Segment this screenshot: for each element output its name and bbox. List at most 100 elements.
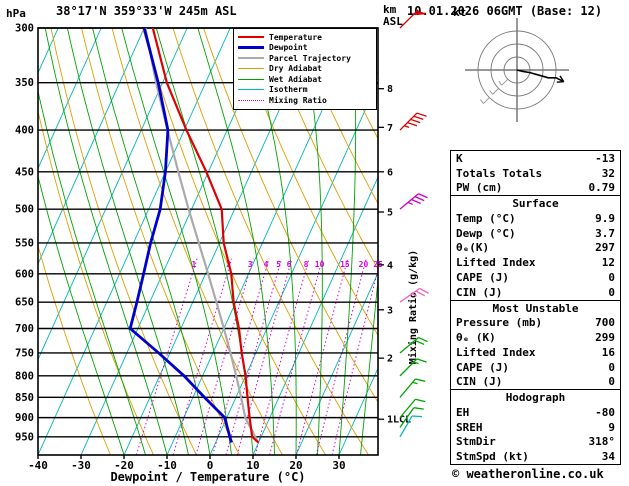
indices-table: K -13 Totals Totals 32 PW (cm) 0.79 Surface… <box>450 150 621 465</box>
temp-axis-labels: -40 -30 -20 -10 0 10 20 30 <box>28 455 346 472</box>
index-value: -13 <box>595 151 615 165</box>
legend: Temperature Dewpoint Parcel Trajectory D… <box>233 28 377 110</box>
svg-text:6: 6 <box>287 260 292 269</box>
legend-item-label: Mixing Ratio <box>269 95 327 105</box>
index-value: 16 <box>601 345 615 359</box>
table-row: CAPE (J) 0 <box>451 360 620 375</box>
svg-text:4: 4 <box>387 260 393 271</box>
table-row: CIN (J) 0 <box>451 374 620 389</box>
index-value: 9 <box>608 420 615 434</box>
legend-item: Isotherm <box>238 85 372 96</box>
index-label: StmDir <box>456 435 496 449</box>
table-row: Lifted Index 12 <box>451 255 620 270</box>
svg-text:850: 850 <box>15 392 34 404</box>
svg-text:8: 8 <box>304 260 309 269</box>
index-value: 0 <box>608 375 615 389</box>
section-header-most-unstable: Most Unstable <box>451 299 620 316</box>
mixing-ratio-labels: 1 2 3 4 5 6 8 10 15 20 25 <box>191 260 383 269</box>
index-value: 318° <box>588 435 616 449</box>
svg-text:5: 5 <box>276 260 281 269</box>
svg-text:3: 3 <box>387 305 393 316</box>
index-label: Lifted Index <box>456 256 536 270</box>
table-row: K -13 <box>451 151 620 166</box>
index-label: Pressure (mb) <box>456 316 543 330</box>
legend-line-sample <box>238 99 264 101</box>
svg-text:1: 1 <box>191 260 196 269</box>
legend-line-sample <box>238 36 264 39</box>
legend-item: Parcel Trajectory <box>238 53 372 64</box>
index-label: K <box>456 151 463 165</box>
legend-item: Mixing Ratio <box>238 95 372 106</box>
table-row: Totals Totals 32 <box>451 166 620 181</box>
svg-text:600: 600 <box>15 268 34 280</box>
table-row: StmDir 318° <box>451 435 620 450</box>
svg-text:10: 10 <box>246 459 259 472</box>
svg-text:5: 5 <box>387 207 393 218</box>
svg-text:-20: -20 <box>114 459 134 472</box>
index-label: SREH <box>456 420 483 434</box>
index-value: 3.7 <box>595 226 615 240</box>
index-label: Lifted Index <box>456 345 536 359</box>
svg-text:7: 7 <box>387 123 393 134</box>
svg-text:550: 550 <box>15 237 34 249</box>
index-label: StmSpd (kt) <box>456 450 529 464</box>
index-label: Temp (°C) <box>456 211 516 225</box>
legend-item: Dry Adiabat <box>238 64 372 75</box>
index-label: θₑ(K) <box>456 241 490 255</box>
index-value: 297 <box>595 241 615 255</box>
pressure-unit-label: hPa <box>6 7 26 20</box>
index-value: 0 <box>608 360 615 374</box>
index-label: PW (cm) <box>456 181 503 195</box>
svg-text:750: 750 <box>15 347 34 359</box>
legend-item-label: Temperature <box>269 32 322 42</box>
svg-text:800: 800 <box>15 370 34 382</box>
section-header-hodograph: Hodograph <box>451 389 620 405</box>
table-row: StmSpd (kt) 34 <box>451 449 620 464</box>
legend-line-sample <box>238 89 264 91</box>
legend-line-sample <box>238 57 264 60</box>
table-row: Lifted Index 16 <box>451 345 620 360</box>
table-row: SREH 9 <box>451 420 620 435</box>
table-row: Temp (°C) 9.9 <box>451 211 620 226</box>
hodograph-unit-label: kt <box>453 6 466 19</box>
km-axis-label: km <box>383 3 397 16</box>
wind-barbs <box>399 10 429 438</box>
svg-text:3: 3 <box>248 260 253 269</box>
svg-text:-40: -40 <box>28 459 48 472</box>
svg-text:400: 400 <box>15 125 34 137</box>
index-value: 0 <box>608 271 615 284</box>
svg-text:20: 20 <box>289 459 302 472</box>
svg-text:0: 0 <box>207 459 214 472</box>
plot-frame <box>37 27 379 456</box>
legend-item-label: Dewpoint <box>269 43 308 53</box>
index-value: 34 <box>601 450 615 464</box>
svg-text:-10: -10 <box>157 459 177 472</box>
svg-text:10: 10 <box>315 260 325 269</box>
index-value: 0.79 <box>588 181 616 195</box>
svg-text:450: 450 <box>15 166 34 178</box>
index-value: 299 <box>595 331 615 345</box>
svg-text:20: 20 <box>359 260 369 269</box>
legend-item-label: Parcel Trajectory <box>269 53 351 63</box>
svg-text:700: 700 <box>15 323 34 335</box>
svg-text:500: 500 <box>15 204 34 216</box>
table-row: CIN (J) 0 <box>451 285 620 300</box>
svg-text:650: 650 <box>15 297 34 309</box>
index-value: 0 <box>608 285 615 299</box>
index-value: -80 <box>595 405 615 419</box>
svg-text:300: 300 <box>15 23 34 35</box>
legend-item: Wet Adiabat <box>238 74 372 85</box>
legend-line-sample <box>238 46 264 50</box>
mixing-ratio-axis-label: Mixing Ratio (g/kg) <box>407 250 419 364</box>
table-row: Pressure (mb) 700 <box>451 315 620 330</box>
legend-item-label: Wet Adiabat <box>269 74 322 84</box>
datetime-title: 10.01.2026 06GMT (Base: 12) <box>407 4 603 18</box>
index-label: CAPE (J) <box>456 360 509 374</box>
legend-line-sample <box>238 78 264 80</box>
copyright: © weatheronline.co.uk <box>452 467 604 481</box>
svg-text:4: 4 <box>264 260 269 269</box>
legend-item: Dewpoint <box>238 43 372 54</box>
table-row: EH -80 <box>451 405 620 420</box>
